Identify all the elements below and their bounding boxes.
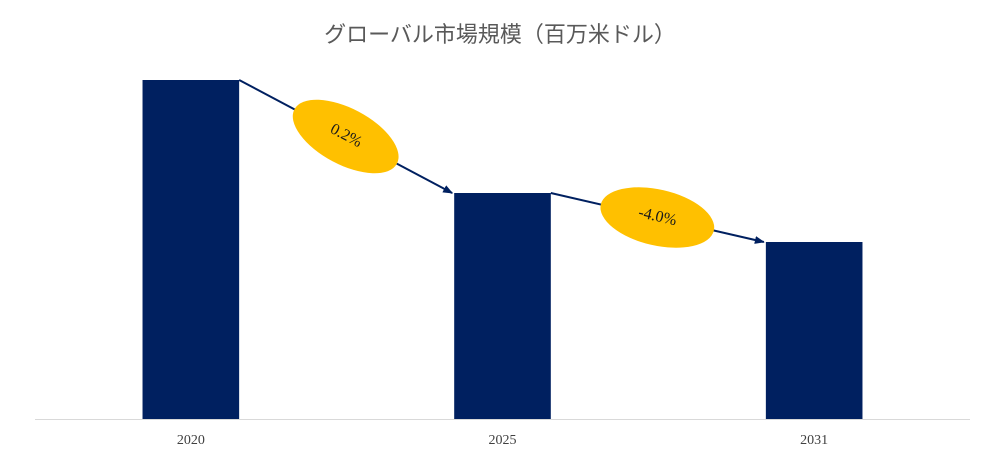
badge-ellipse [600,187,715,248]
bar [454,193,551,419]
x-tick-label: 2020 [177,433,205,448]
badge-ellipse [292,99,399,174]
bar [142,80,240,419]
chart-title: グローバル市場規模（百万米ドル） [324,23,676,48]
growth-badge: 0.2% [292,99,399,174]
x-tick-label: 2031 [800,433,828,448]
x-tick-label: 2025 [489,433,517,448]
growth-badge: -4.0% [600,187,715,248]
bar [765,242,863,419]
